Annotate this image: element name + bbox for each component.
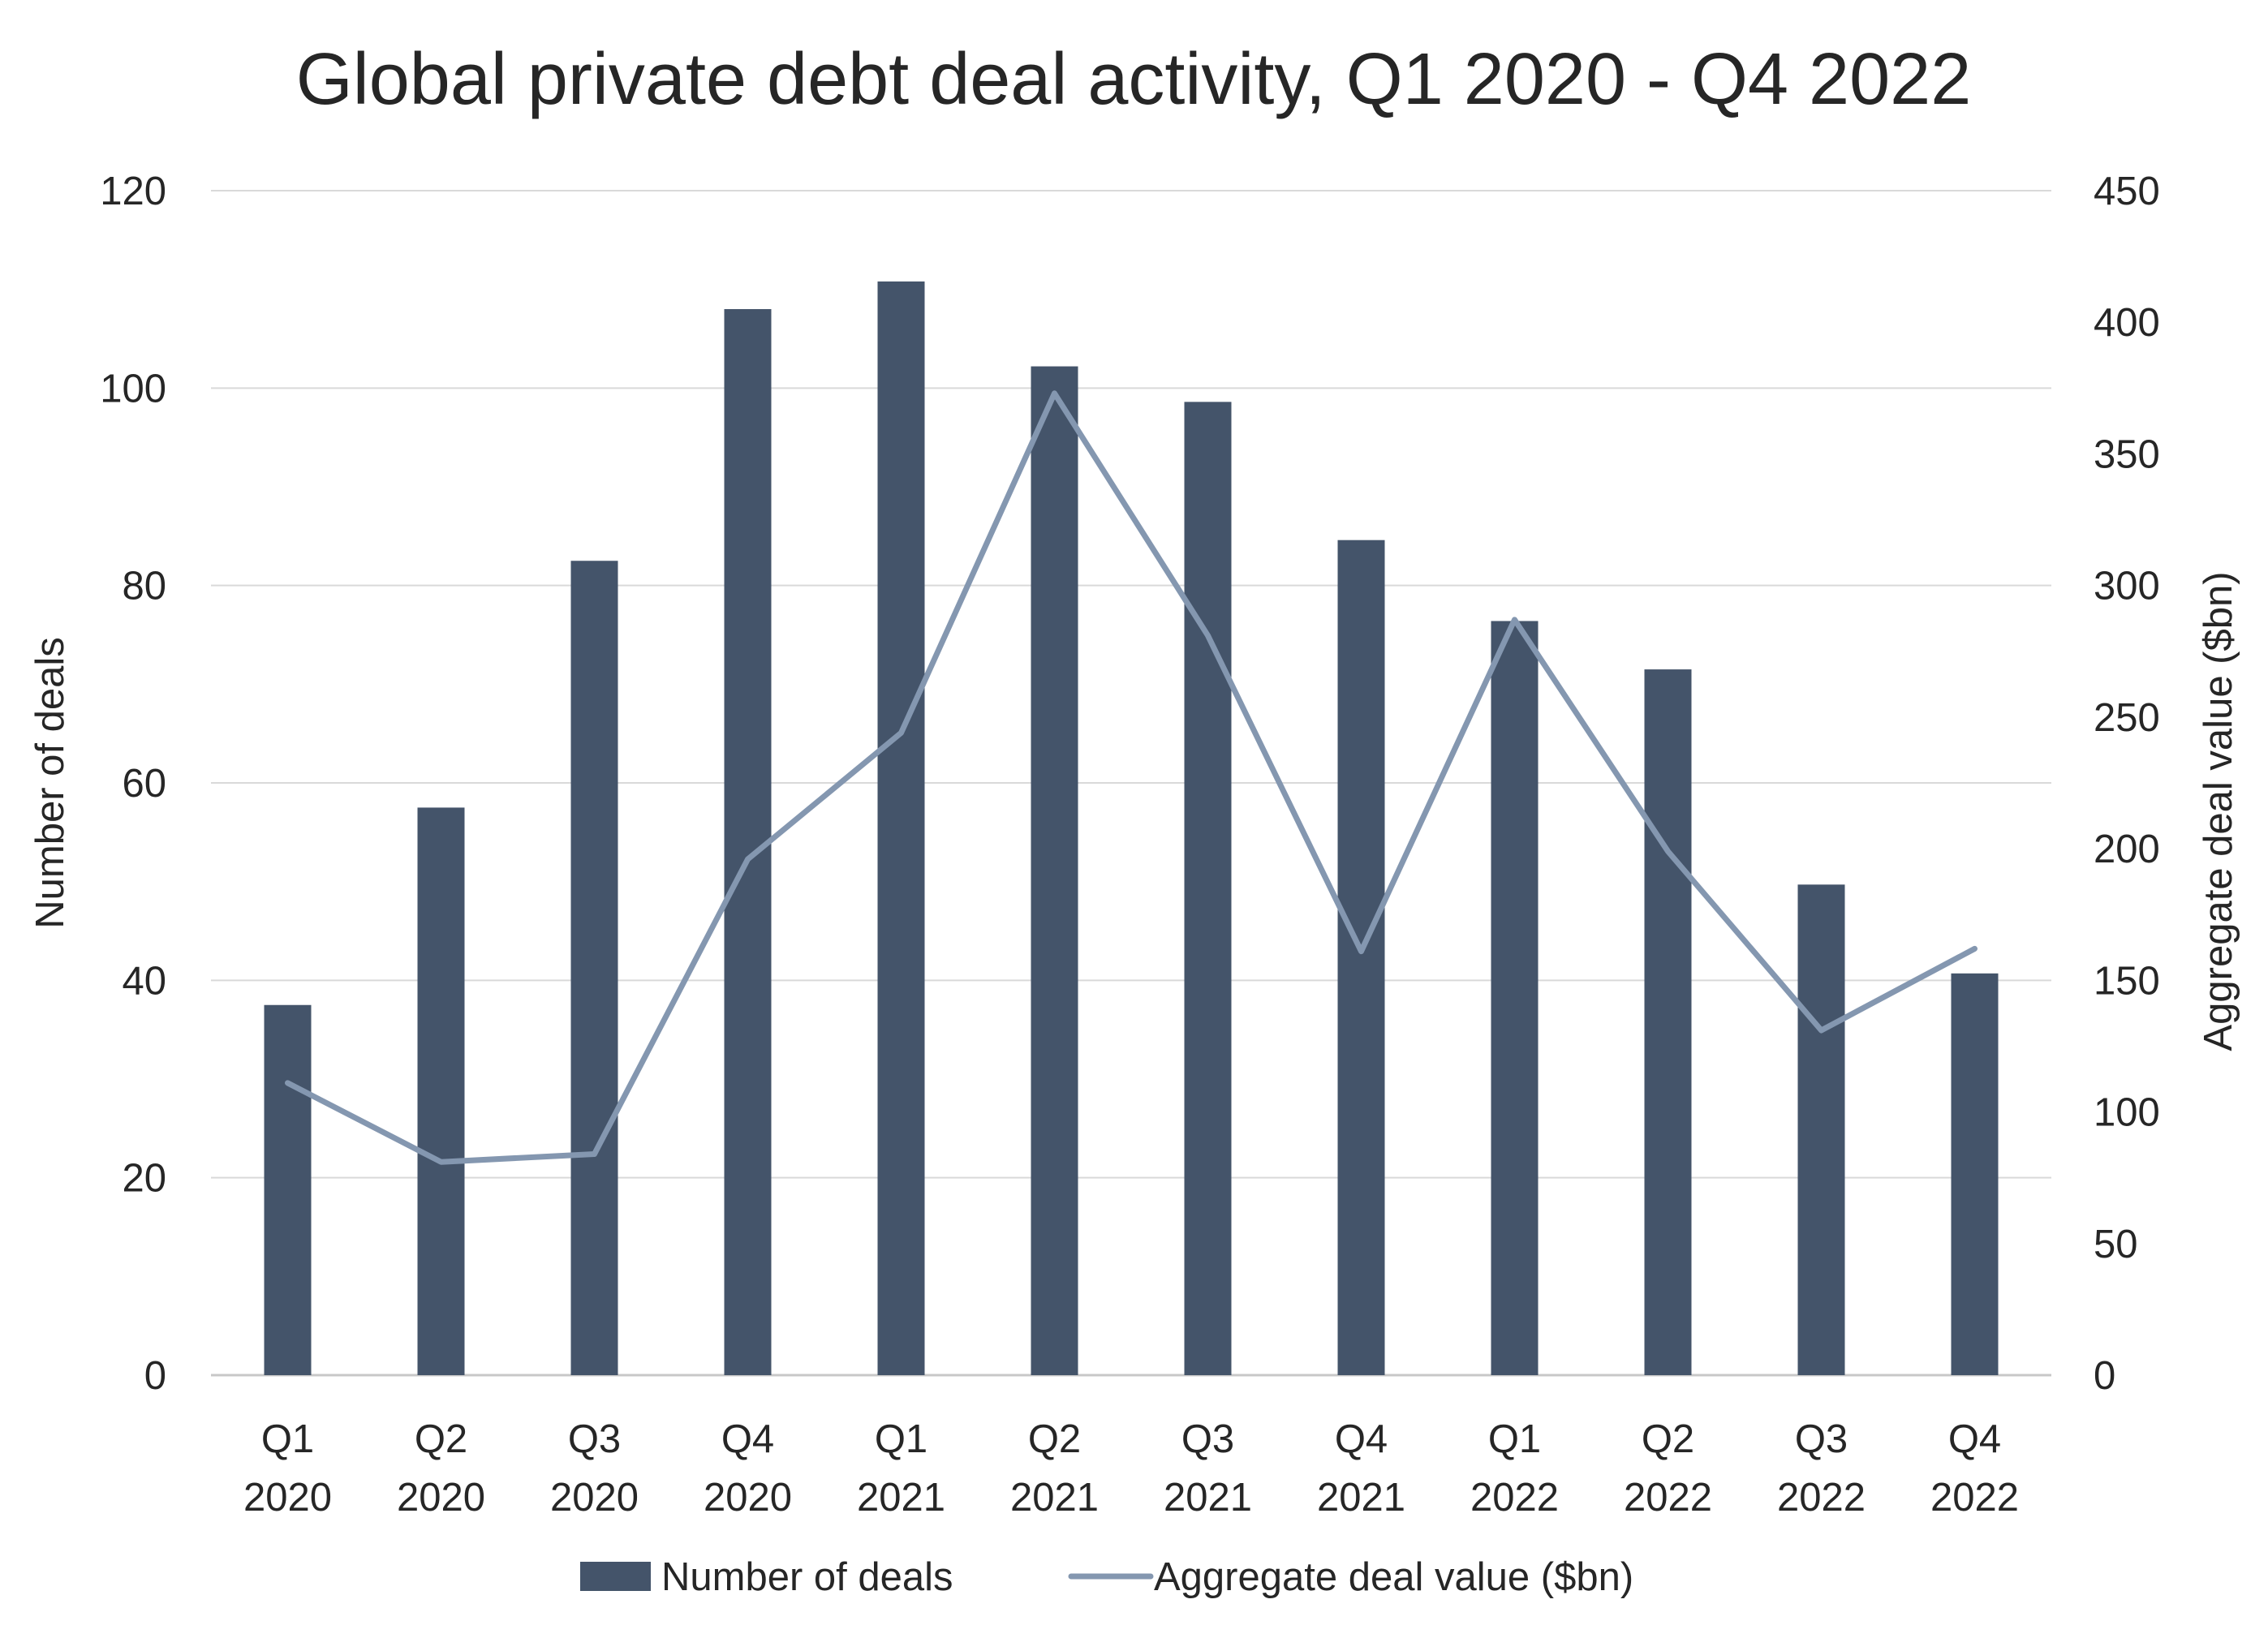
right-tick-label: 150 [2094, 959, 2160, 1003]
x-tick-label-line: 2021 [1164, 1476, 1252, 1520]
x-tick-label: Q1 2020 [243, 1417, 332, 1520]
x-tick-label-line: 2022 [1470, 1476, 1559, 1520]
bar [878, 282, 925, 1375]
right-axis-title: Aggregate deal value ($bn) [2197, 571, 2240, 1051]
x-tick-label-line: 2020 [550, 1476, 639, 1520]
legend: Number of deals Aggregate deal value ($bn… [580, 1555, 1633, 1599]
x-tick-label-line: Q3 [1795, 1417, 1848, 1461]
right-tick-label: 100 [2094, 1091, 2160, 1135]
bar [1185, 402, 1232, 1375]
left-y-axis: 0 20 40 60 80 100 120 [100, 170, 166, 1398]
left-axis-title: Number of deals [28, 637, 72, 929]
x-tick-label: Q2 2020 [397, 1417, 485, 1520]
x-tick-label-line: Q2 [1028, 1417, 1081, 1461]
x-tick-label-line: Q1 [1488, 1417, 1541, 1461]
x-tick-label-line: Q2 [1642, 1417, 1694, 1461]
x-tick-label-line: Q4 [721, 1417, 774, 1461]
left-tick-label: 40 [122, 959, 166, 1003]
left-tick-label: 20 [122, 1157, 166, 1201]
x-tick-label-line: Q3 [1181, 1417, 1234, 1461]
line-series-path [288, 393, 1975, 1162]
left-tick-label: 100 [100, 367, 166, 411]
left-tick-label: 60 [122, 762, 166, 806]
x-tick-label: Q3 2021 [1164, 1417, 1252, 1520]
bar [571, 561, 618, 1375]
bar-series [265, 282, 1999, 1375]
legend-bar-swatch [580, 1562, 651, 1591]
x-tick-label: Q1 2021 [857, 1417, 945, 1520]
x-tick-label-line: 2021 [857, 1476, 945, 1520]
right-tick-label: 300 [2094, 565, 2160, 608]
legend-line-label: Aggregate deal value ($bn) [1154, 1555, 1633, 1599]
x-tick-label-line: 2021 [1317, 1476, 1405, 1520]
bar [418, 807, 465, 1375]
bar [1491, 621, 1539, 1375]
x-tick-label-line: Q4 [1335, 1417, 1388, 1461]
x-axis: Q1 2020 Q2 2020 Q3 2020 Q4 2020 Q1 2021 Q2 2021 Q3 20… [243, 1417, 2019, 1520]
x-tick-label-line: 2022 [1624, 1476, 1712, 1520]
right-tick-label: 400 [2094, 301, 2160, 345]
left-tick-label: 0 [144, 1354, 166, 1398]
x-tick-label: Q3 2022 [1777, 1417, 1866, 1520]
x-tick-label: Q4 2022 [1930, 1417, 2019, 1520]
left-tick-label: 80 [122, 565, 166, 608]
x-tick-label-line: 2020 [397, 1476, 485, 1520]
bar [265, 1005, 312, 1375]
right-tick-label: 450 [2094, 170, 2160, 213]
bar [1338, 540, 1385, 1375]
x-tick-label-line: 2022 [1777, 1476, 1866, 1520]
x-tick-label: Q3 2020 [550, 1417, 639, 1520]
x-tick-label: Q2 2021 [1010, 1417, 1099, 1520]
x-tick-label-line: 2020 [243, 1476, 332, 1520]
right-tick-label: 50 [2094, 1223, 2138, 1266]
right-tick-label: 350 [2094, 432, 2160, 476]
x-tick-label-line: 2020 [704, 1476, 792, 1520]
grid-lines [211, 191, 2051, 1375]
x-tick-label-line: Q4 [1948, 1417, 2001, 1461]
x-tick-label-line: Q3 [568, 1417, 621, 1461]
bar [1645, 669, 1692, 1375]
x-tick-label-line: 2021 [1010, 1476, 1099, 1520]
x-tick-label-line: Q1 [261, 1417, 314, 1461]
x-tick-label: Q4 2020 [704, 1417, 792, 1520]
x-tick-label: Q1 2022 [1470, 1417, 1559, 1520]
chart-title: Global private debt deal activity, Q1 20… [296, 39, 1972, 120]
legend-bar-label: Number of deals [661, 1555, 953, 1599]
x-tick-label: Q2 2022 [1624, 1417, 1712, 1520]
line-series [287, 393, 1974, 1163]
bar [1031, 367, 1078, 1375]
bar [1798, 884, 1845, 1375]
x-tick-label-line: Q1 [875, 1417, 927, 1461]
right-y-axis: 0 50 100 150 200 250 300 350 400 450 [2094, 170, 2160, 1398]
right-tick-label: 200 [2094, 828, 2160, 871]
right-tick-label: 250 [2094, 696, 2160, 740]
bar [1952, 974, 1999, 1375]
x-tick-label-line: 2022 [1930, 1476, 2019, 1520]
x-tick-label-line: Q2 [415, 1417, 467, 1461]
x-tick-label: Q4 2021 [1317, 1417, 1405, 1520]
right-tick-label: 0 [2094, 1354, 2115, 1398]
left-tick-label: 120 [100, 170, 166, 213]
